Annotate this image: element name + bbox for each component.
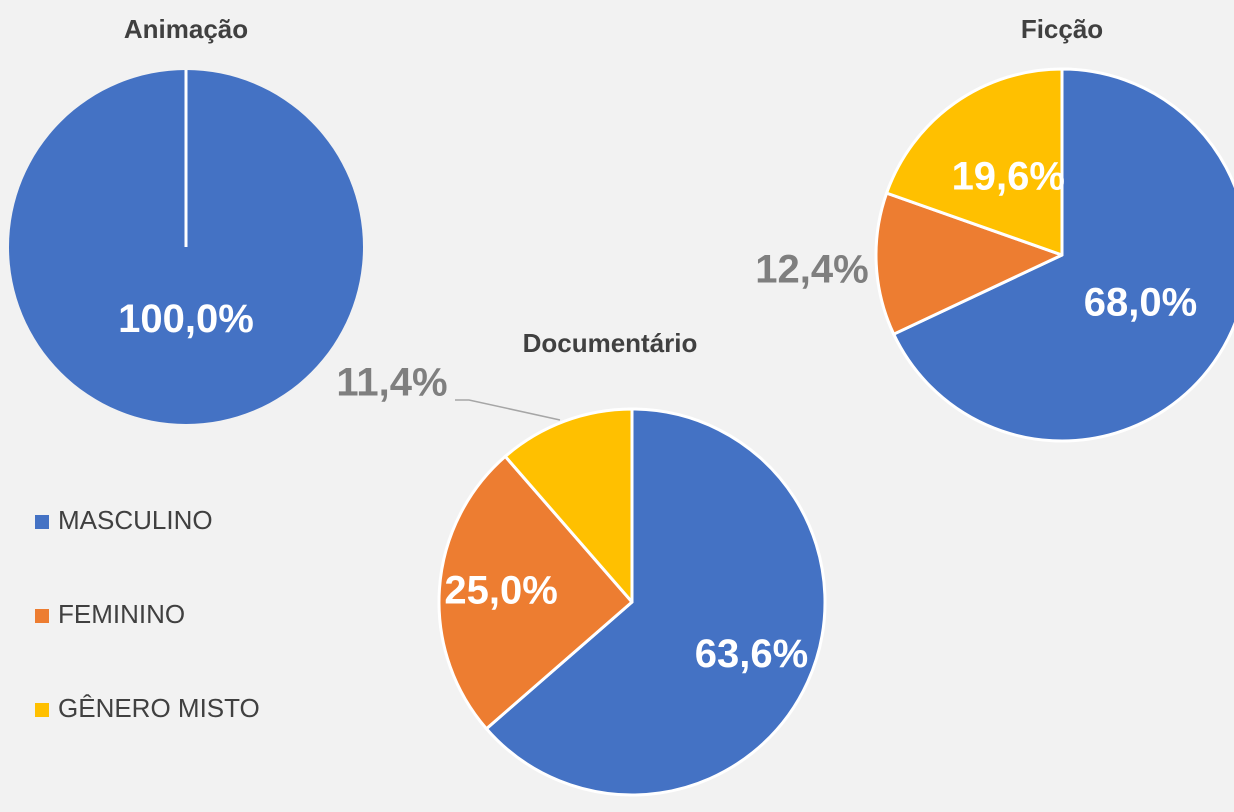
data-label: 100,0% <box>118 297 254 341</box>
data-label: 25,0% <box>444 568 557 612</box>
data-label: 12,4% <box>755 248 868 292</box>
pie-slice <box>874 191 1064 336</box>
chart-title: Animação <box>124 14 248 44</box>
chart-title: Ficção <box>1021 14 1103 44</box>
legend-swatch <box>35 703 49 717</box>
data-label: 19,6% <box>952 155 1065 199</box>
legend-label: GÊNERO MISTO <box>58 693 260 723</box>
data-label: 63,6% <box>695 632 808 676</box>
legend-swatch <box>35 515 49 529</box>
legend-swatch <box>35 609 49 623</box>
pie-slice <box>885 67 1064 257</box>
pie-slice <box>437 454 634 731</box>
data-label: 11,4% <box>336 361 447 405</box>
pie-slice <box>503 407 634 604</box>
data-label: 68,0% <box>1084 280 1197 324</box>
legend-label: MASCULINO <box>58 505 213 535</box>
pie-slice <box>484 407 827 797</box>
chart-title: Documentário <box>523 328 698 358</box>
legend-label: FEMININO <box>58 599 185 629</box>
pie-slice <box>892 67 1234 443</box>
leader-line <box>455 399 561 421</box>
